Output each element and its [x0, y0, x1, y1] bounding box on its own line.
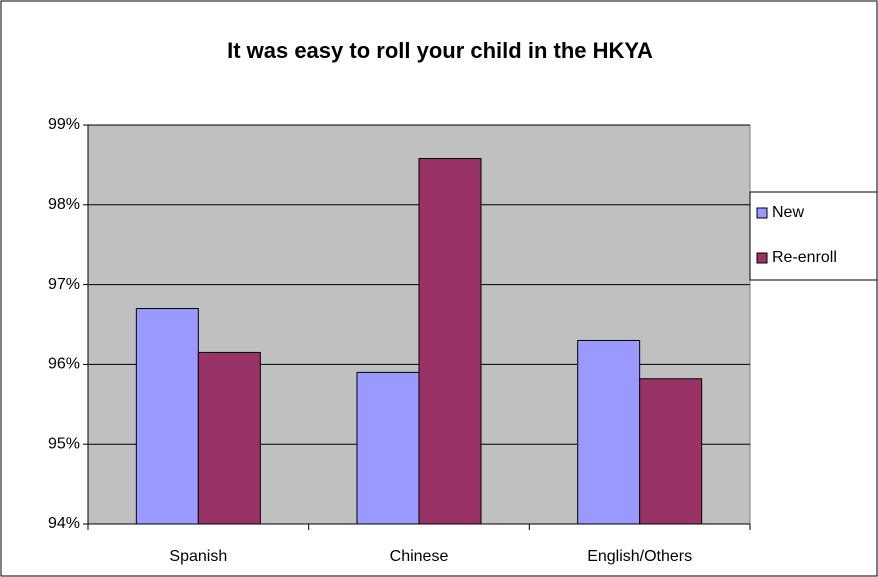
y-tick-label: 97% — [48, 276, 80, 293]
x-tick-label: Chinese — [390, 548, 449, 565]
legend-label: New — [772, 204, 804, 221]
bar — [197, 351, 261, 525]
legend-label: Re-enroll — [772, 249, 837, 266]
bar — [418, 158, 482, 525]
y-tick-label: 98% — [48, 196, 80, 213]
x-tick-label: English/Others — [587, 548, 692, 565]
chart-title: It was easy to roll your child in the HK… — [227, 38, 653, 63]
bar — [639, 378, 703, 525]
y-tick-label: 95% — [48, 435, 80, 452]
y-tick-label: 94% — [48, 515, 80, 532]
y-tick-label: 99% — [48, 116, 80, 133]
legend-swatch — [756, 207, 768, 219]
bar — [577, 339, 641, 525]
bar — [356, 371, 420, 525]
x-tick-label: Spanish — [169, 548, 227, 565]
bar — [135, 308, 199, 525]
legend-swatch — [756, 252, 768, 264]
legend-box — [749, 191, 878, 281]
y-tick-label: 96% — [48, 356, 80, 373]
